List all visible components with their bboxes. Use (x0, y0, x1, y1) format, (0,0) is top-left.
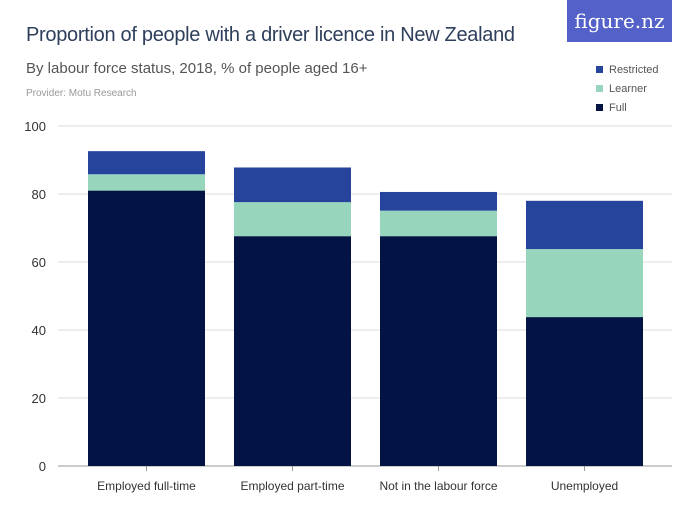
legend-item: Full (596, 98, 659, 117)
bar-segment-learner (380, 210, 497, 237)
bar-segment-restricted (88, 151, 205, 175)
legend-label: Full (609, 101, 627, 114)
x-category-label: Employed part-time (240, 479, 344, 493)
legend-label: Restricted (609, 63, 659, 76)
bar-segment-learner (526, 249, 643, 318)
figure-nz-logo[interactable]: figure.nz (567, 0, 672, 42)
y-tick-label: 100 (24, 119, 46, 134)
bar-segment-full (88, 190, 205, 466)
legend-item: Learner (596, 79, 659, 98)
legend-swatch (596, 104, 603, 111)
legend-label: Learner (609, 82, 647, 95)
chart-subtitle: By labour force status, 2018, % of peopl… (26, 60, 368, 77)
legend: Restricted Learner Full (596, 60, 659, 117)
legend-swatch (596, 66, 603, 73)
bar-segment-learner (234, 202, 351, 237)
bar-segment-restricted (526, 200, 643, 250)
x-category-label: Employed full-time (97, 479, 196, 493)
y-tick-label: 40 (32, 323, 46, 338)
bar-segment-full (380, 236, 497, 466)
legend-swatch (596, 85, 603, 92)
bar-segment-full (234, 236, 351, 466)
y-tick-label: 0 (39, 459, 46, 474)
x-category-label: Unemployed (551, 479, 618, 493)
bar-segment-restricted (234, 167, 351, 203)
y-tick-label: 60 (32, 255, 46, 270)
y-tick-label: 80 (32, 187, 46, 202)
chart-title: Proportion of people with a driver licen… (26, 24, 515, 46)
bar-segment-full (526, 317, 643, 466)
bar-segment-learner (88, 174, 205, 191)
provider-label: Provider: Motu Research (26, 88, 137, 99)
x-category-label: Not in the labour force (379, 479, 497, 493)
legend-item: Restricted (596, 60, 659, 79)
bar-segment-restricted (380, 191, 497, 211)
y-tick-label: 20 (32, 391, 46, 406)
